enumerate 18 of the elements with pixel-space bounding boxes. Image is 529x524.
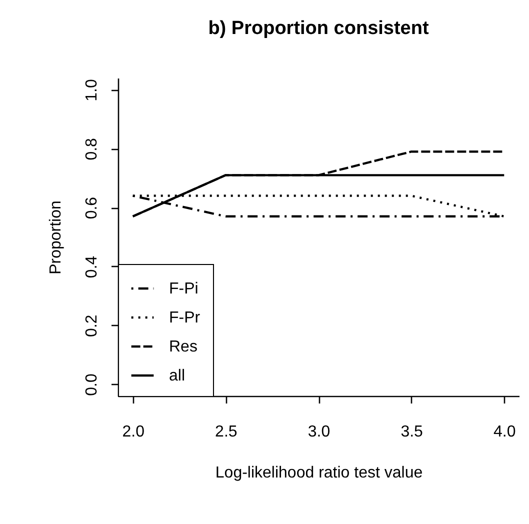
y-axis-title: Proportion <box>48 200 64 274</box>
legend-label: F-Pr <box>169 310 201 326</box>
x-tick-label: 3.0 <box>308 424 330 440</box>
y-tick-label: 0.6 <box>84 196 100 220</box>
y-tick-label: 0.2 <box>84 314 100 337</box>
x-tick-label: 4.0 <box>494 424 516 440</box>
y-tick-label: 0.0 <box>84 374 100 396</box>
legend-label: Res <box>169 338 198 356</box>
legend-label: F-Pi <box>169 280 198 298</box>
y-tick-label: 1.0 <box>84 79 100 102</box>
x-tick-label: 2.0 <box>122 424 145 440</box>
y-tick-label: 0.4 <box>84 256 100 278</box>
x-axis-title: Log-likelihood ratio test value <box>215 464 423 482</box>
x-tick-label: 3.5 <box>400 424 424 440</box>
x-tick-label: 2.5 <box>215 424 238 440</box>
legend-label: all <box>169 368 186 384</box>
y-tick-label: 0.8 <box>84 138 100 160</box>
chart-title: b) Proportion consistent <box>208 18 430 39</box>
